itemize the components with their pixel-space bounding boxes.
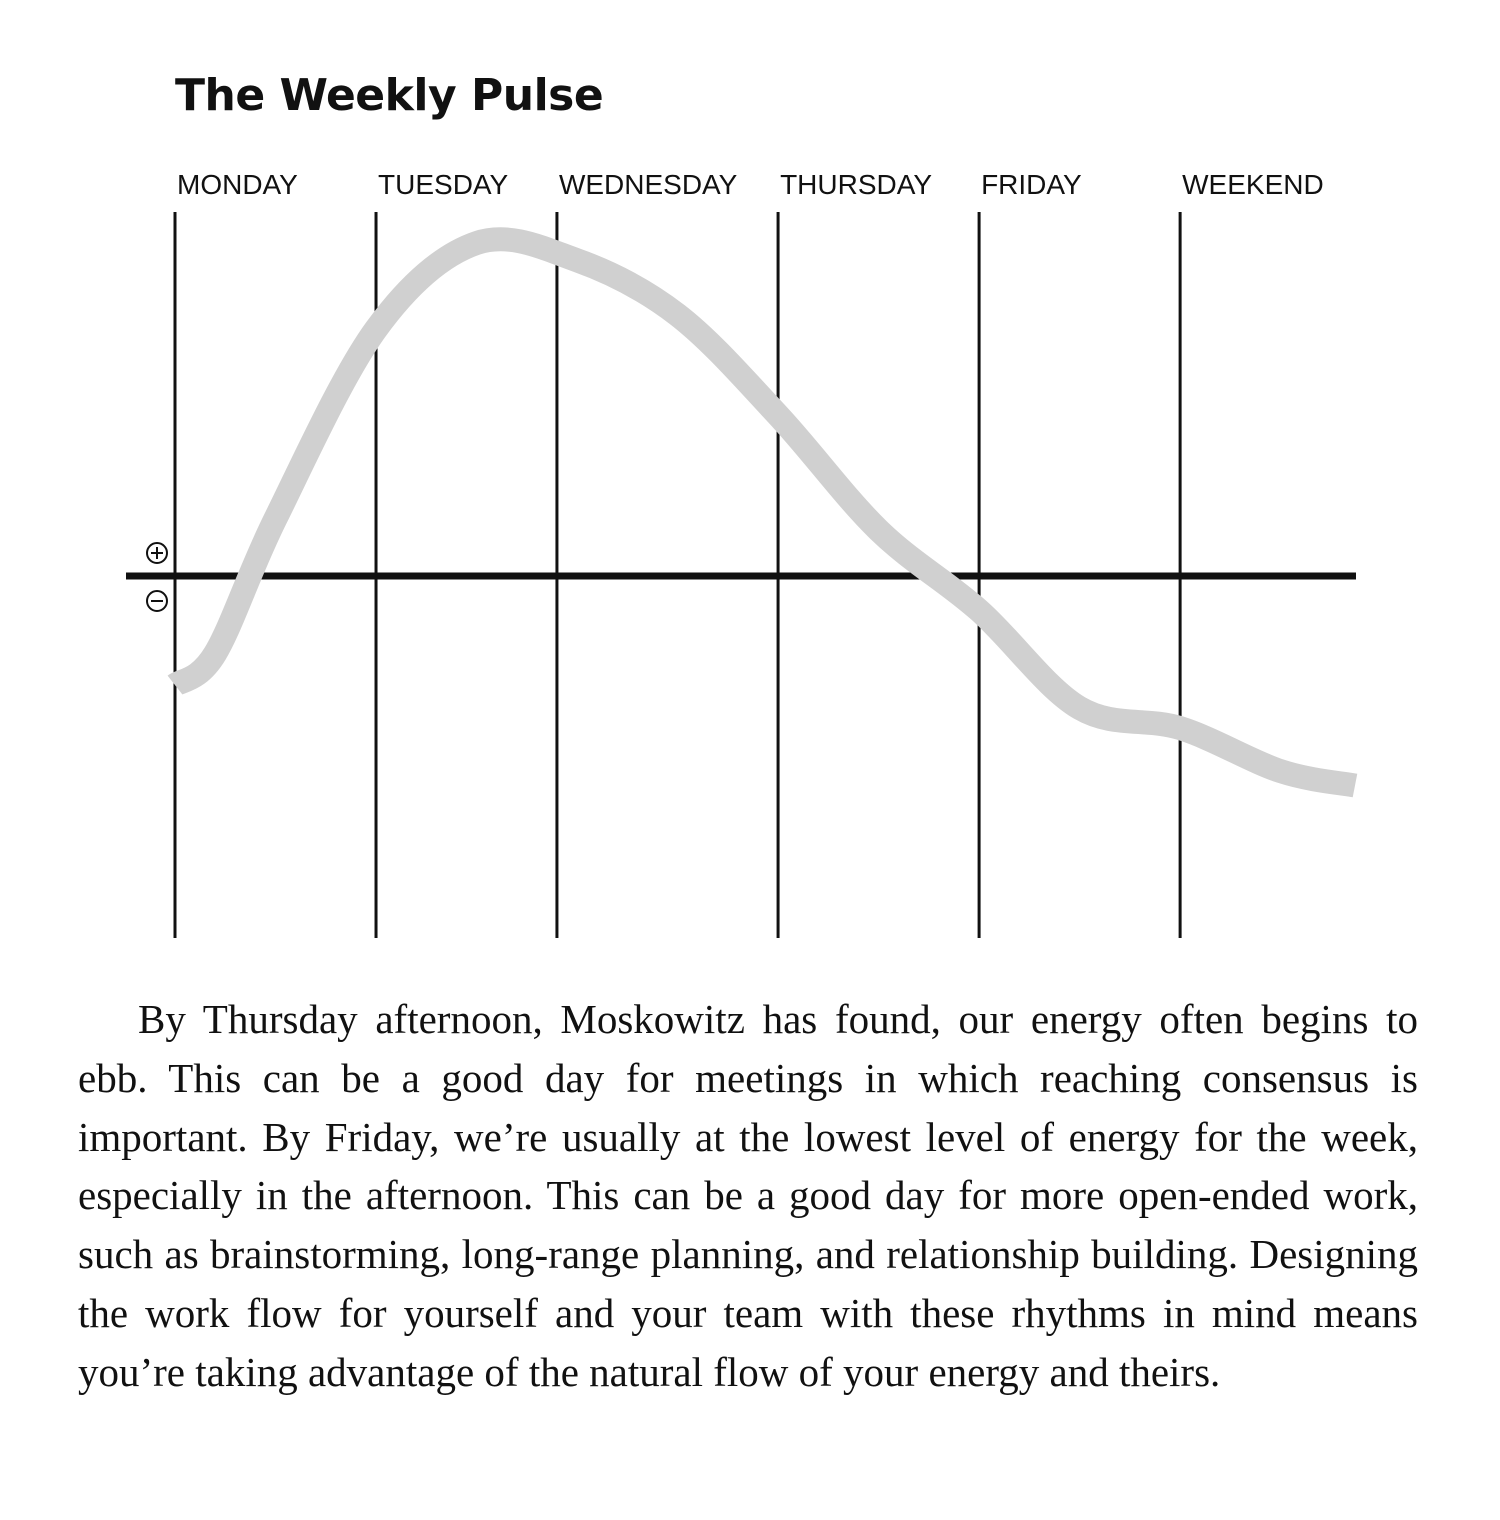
energy-curve [167, 227, 1358, 798]
chart-title: The Weekly Pulse [175, 70, 604, 121]
body-paragraph: By Thursday afternoon, Moskowitz has fou… [78, 996, 1418, 1395]
day-label-tuesday: TUESDAY [378, 169, 508, 200]
day-label-thursday: THURSDAY [780, 169, 932, 200]
negative-marker-icon [146, 590, 168, 612]
day-label-monday: MONDAY [177, 169, 298, 200]
day-labels: MONDAY TUESDAY WEDNESDAY THURSDAY FRIDAY WEEK… [177, 169, 1324, 200]
day-label-friday: FRIDAY [981, 169, 1082, 200]
weekly-pulse-chart: MONDAY TUESDAY WEDNESDAY THURSDAY FRIDAY WEEK… [126, 169, 1358, 938]
positive-marker-icon [146, 542, 168, 564]
day-label-wednesday: WEDNESDAY [559, 169, 738, 200]
day-label-weekend: WEEKEND [1182, 169, 1324, 200]
